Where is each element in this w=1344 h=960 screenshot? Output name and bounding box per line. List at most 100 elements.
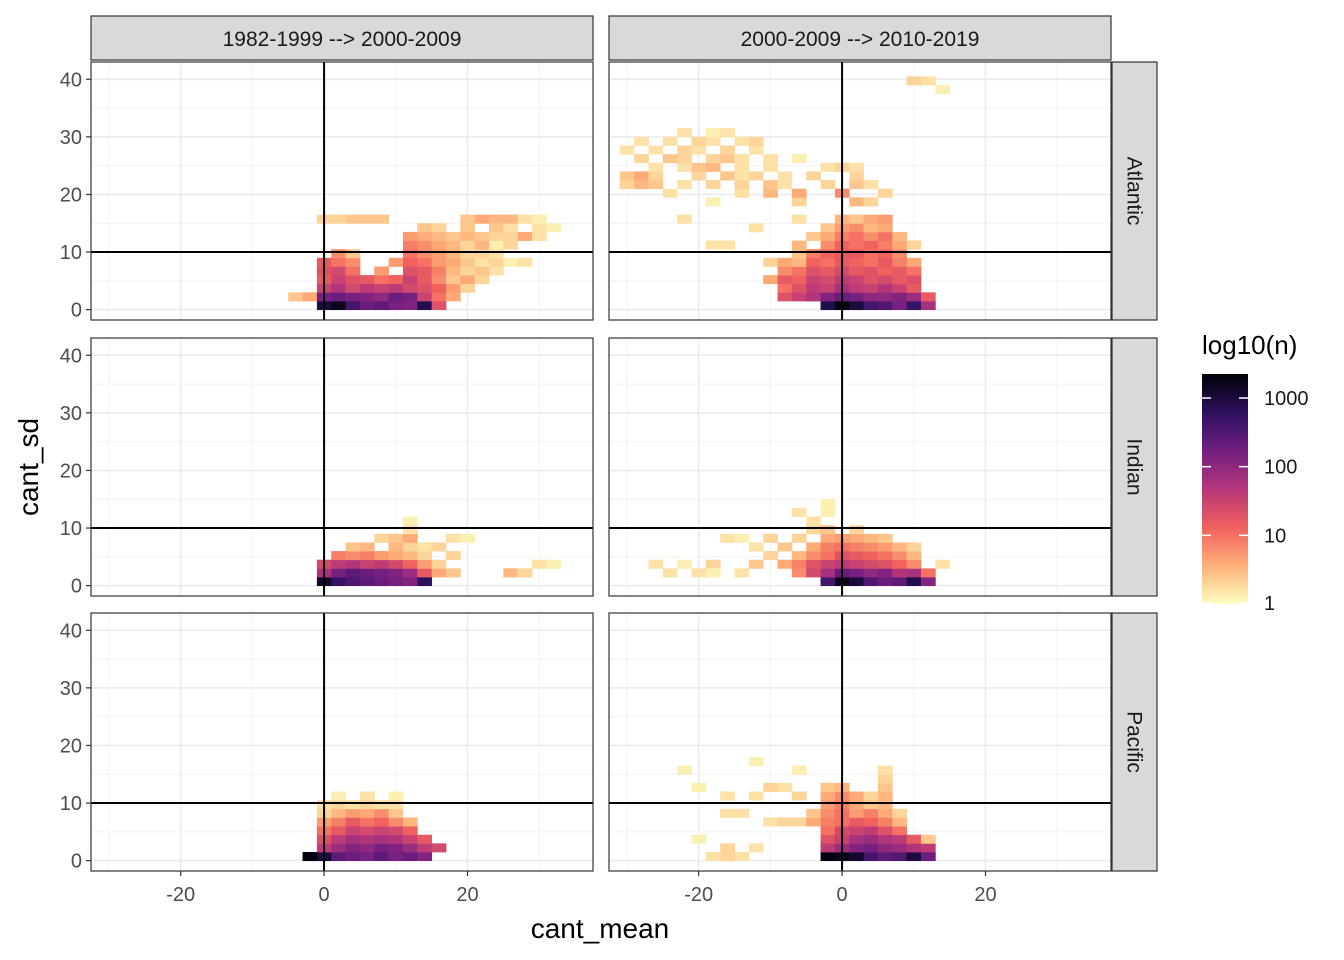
heatmap-cell: [806, 516, 821, 526]
legend-title: log10(n): [1202, 330, 1297, 360]
heatmap-cell: [820, 266, 836, 276]
heatmap-cell: [374, 576, 390, 587]
heatmap-cell: [877, 559, 893, 569]
heatmap-cell: [849, 249, 864, 259]
heatmap-cell: [906, 568, 922, 578]
heatmap-cell: [489, 266, 504, 276]
heatmap-cell: [777, 782, 793, 792]
heatmap-cell: [720, 791, 735, 801]
heatmap-cell: [806, 551, 821, 561]
heatmap-cell: [877, 817, 893, 827]
heatmap-cell: [331, 300, 346, 311]
heatmap-cell: [345, 568, 361, 578]
heatmap-cell: [734, 568, 750, 578]
heatmap-cell: [863, 300, 879, 311]
y-tick-label: 0: [71, 851, 82, 873]
heatmap-cell: [806, 817, 821, 827]
heatmap-cell: [849, 843, 864, 853]
heatmap-cell: [402, 834, 418, 844]
heatmap-cell: [820, 559, 836, 569]
heatmap-cell: [489, 214, 504, 224]
y-tick-label: 30: [60, 403, 82, 425]
heatmap-cell: [431, 266, 447, 276]
heatmap-cell: [374, 266, 390, 276]
heatmap-cell: [748, 559, 764, 569]
heatmap-cell: [359, 214, 375, 224]
heatmap-cell: [345, 542, 361, 552]
heatmap-cell: [892, 559, 908, 569]
heatmap-cell: [402, 851, 418, 862]
heatmap-cell: [619, 145, 635, 155]
heatmap-cell: [359, 851, 375, 862]
x-tick-label: -20: [166, 884, 195, 906]
heatmap-cell: [906, 283, 922, 293]
heatmap-cell: [648, 145, 664, 155]
heatmap-cell: [431, 283, 447, 293]
heatmap-cell: [402, 231, 418, 241]
heatmap-cell: [849, 576, 864, 587]
heatmap-cell: [820, 507, 836, 517]
heatmap-cell: [503, 214, 519, 224]
heatmap-cell: [820, 800, 836, 810]
heatmap-cell: [431, 559, 447, 569]
heatmap-cell: [791, 559, 807, 569]
heatmap-cell: [920, 300, 936, 311]
heatmap-cell: [402, 283, 418, 293]
row-strip-indian: Indian: [1111, 337, 1158, 597]
heatmap-cell: [705, 568, 721, 578]
panel-plot-area: [609, 338, 1111, 596]
heatmap-cell: [460, 533, 476, 543]
heatmap-cell: [503, 240, 519, 250]
row-strip-label: Atlantic: [1123, 157, 1146, 226]
heatmap-cell: [677, 154, 692, 164]
heatmap-cell: [892, 231, 908, 241]
panel-atlantic-2: [608, 61, 1112, 321]
heatmap-cell: [906, 275, 922, 285]
heatmap-cell: [849, 851, 864, 862]
heatmap-cell: [777, 283, 793, 293]
heatmap-cell: [906, 542, 922, 552]
heatmap-cell: [863, 257, 879, 267]
heatmap-cell: [388, 817, 404, 827]
heatmap-cell: [331, 249, 346, 259]
heatmap-cell: [345, 283, 361, 293]
heatmap-cell: [892, 568, 908, 578]
heatmap-cell: [359, 275, 375, 285]
heatmap-cell: [705, 851, 721, 862]
heatmap-cell: [734, 188, 750, 198]
column-strip-background: [90, 15, 594, 61]
heatmap-cell: [720, 843, 735, 853]
heatmap-cell: [345, 843, 361, 853]
heatmap-cell: [417, 542, 433, 552]
heatmap-cell: [820, 843, 836, 853]
heatmap-cell: [374, 817, 390, 827]
heatmap-cell: [877, 283, 893, 293]
heatmap-cell: [748, 756, 764, 767]
heatmap-cell: [417, 249, 433, 259]
y-tick-label: 40: [60, 345, 82, 367]
heatmap-cell: [763, 257, 778, 267]
heatmap-cell: [791, 266, 807, 276]
heatmap-cell: [820, 808, 836, 818]
heatmap-cell: [359, 568, 375, 578]
heatmap-cell: [892, 808, 908, 818]
heatmap-cell: [388, 568, 404, 578]
heatmap-cell: [388, 292, 404, 302]
heatmap-cell: [820, 826, 836, 836]
heatmap-cell: [374, 292, 390, 302]
heatmap-cell: [619, 180, 635, 190]
heatmap-cell: [791, 283, 807, 293]
heatmap-cell: [863, 817, 879, 827]
heatmap-cell: [777, 171, 793, 181]
heatmap-cell: [662, 188, 678, 198]
heatmap-cell: [820, 568, 836, 578]
heatmap-cell: [359, 808, 375, 818]
heatmap-cell: [863, 800, 879, 810]
heatmap-cell: [877, 774, 893, 784]
heatmap-cell: [374, 851, 390, 862]
heatmap-cell: [634, 171, 649, 181]
heatmap-cell: [877, 843, 893, 853]
heatmap-cell: [849, 800, 864, 810]
y-tick-label: 20: [60, 460, 82, 482]
heatmap-cell: [849, 542, 864, 552]
